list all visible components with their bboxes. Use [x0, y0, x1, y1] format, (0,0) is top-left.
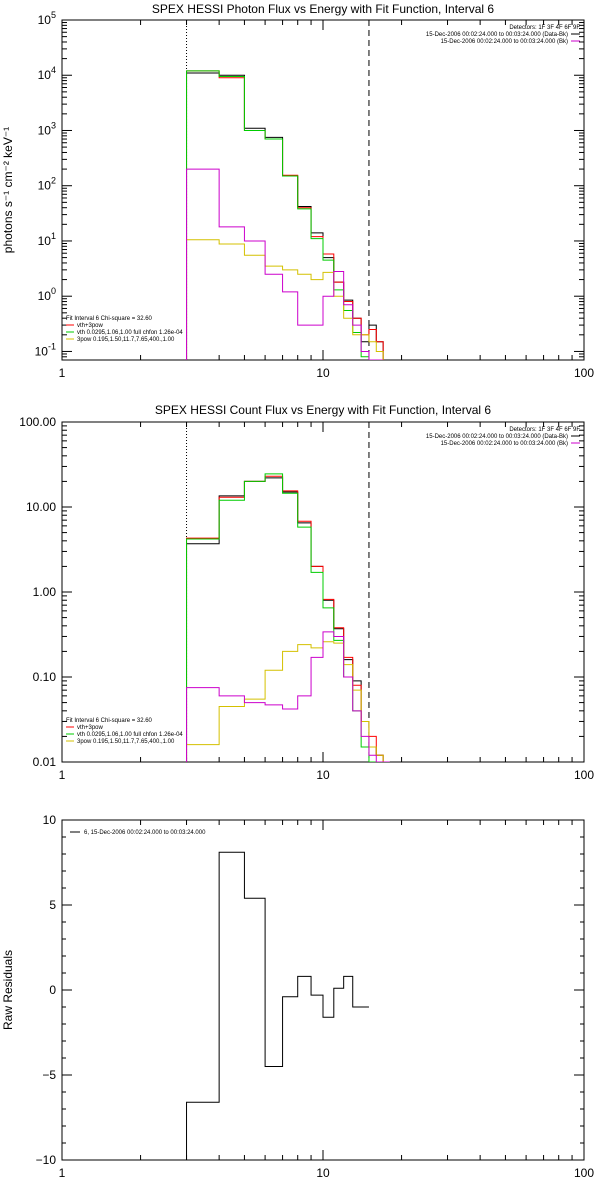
series-5-histogram	[186, 631, 390, 762]
y-tick-exponent: -1	[48, 341, 56, 351]
series-1-histogram	[186, 72, 384, 360]
y-axis-label: photons s⁻¹ cm⁻² keV⁻¹	[1, 127, 15, 253]
fit-legend-entry-2: vth 0.0295,1.06,1.00 full chfon 1.26e-04	[77, 330, 183, 336]
y-tick-label: 103	[38, 120, 56, 137]
y-tick-label: 10-1	[35, 341, 56, 358]
series-2-histogram	[186, 475, 390, 762]
fit-legend-entry-2: vth 0.0295,1.06,1.00 full chfon 1.26e-04	[77, 732, 183, 738]
x-tick-label: 100	[574, 1166, 594, 1180]
chart-title: SPEX HESSI Count Flux vs Energy with Fit…	[155, 403, 491, 417]
series-4-histogram	[186, 239, 384, 360]
x-tick-label: 1	[59, 768, 66, 782]
y-tick-label: 105	[38, 10, 56, 27]
y-tick-label: −10	[36, 1153, 57, 1167]
legend-entry-2: 15-Dec-2006 00:02:24.000 to 00:03:24.000…	[426, 434, 568, 440]
fit-legend-header: Fit Interval 6 Chi-square = 32.60	[66, 316, 153, 322]
legend-entry-1: Detectors: 1F 3F 4F 6F 9F	[509, 25, 580, 31]
y-tick-label: 10.00	[26, 500, 56, 514]
y-tick-label: 0.01	[33, 755, 57, 769]
y-tick-label: 0.10	[33, 670, 57, 684]
fit-legend-header: Fit Interval 6 Chi-square = 32.60	[66, 718, 153, 724]
y-tick-exponent: 1	[51, 231, 56, 241]
fit-legend-entry-3: 3pow 0.195,1.50,11.7,7.65,400.,1.00	[77, 739, 175, 745]
x-tick-label: 10	[316, 366, 330, 380]
y-axis-label: Raw Residuals	[1, 950, 15, 1030]
x-tick-label: 100	[574, 768, 594, 782]
y-tick-exponent: 2	[51, 176, 56, 186]
y-tick-label: 10	[43, 813, 57, 827]
y-tick-label: 101	[38, 231, 56, 248]
series-3-histogram	[186, 70, 384, 360]
legend-entry-residual: 6, 15-Dec-2006 00:02:24.000 to 00:03:24.…	[84, 830, 206, 836]
y-tick-label: −5	[42, 1068, 56, 1082]
y-tick-exponent: 5	[51, 10, 56, 20]
y-tick-exponent: 3	[51, 120, 56, 130]
legend-entry-2: 15-Dec-2006 00:02:24.000 to 00:03:24.000…	[426, 32, 568, 38]
y-tick-label: 5	[49, 898, 56, 912]
legend-entry-3: 15-Dec-2006 00:02:24.000 to 00:03:24.000…	[441, 441, 568, 447]
series-2-histogram	[186, 70, 384, 360]
series-3-histogram	[186, 473, 390, 762]
x-tick-label: 1	[59, 366, 66, 380]
panel-1: SPEX HESSI Photon Flux vs Energy with Fi…	[1, 2, 594, 380]
x-tick-label: 10	[316, 1166, 330, 1180]
series-5-histogram	[186, 168, 384, 360]
panel-3: Raw Residuals 1 10 100 10 5 0 −5 −10 6, 15-Dec-20…	[1, 813, 594, 1180]
legend-entry-3: 15-Dec-2006 00:02:24.000 to 00:03:24.000…	[441, 39, 568, 45]
y-tick-label: 1.00	[33, 585, 57, 599]
fit-legend-entry-1: vth+3pow	[77, 725, 104, 731]
legend-entry-1: Detectors: 1F 3F 4F 6F 9F	[509, 427, 580, 433]
fit-legend-entry-3: 3pow 0.195,1.50,11.7,7.65,400.,1.00	[77, 337, 175, 343]
y-tick-label: 100	[38, 286, 56, 303]
fit-legend-entry-1: vth+3pow	[77, 323, 104, 329]
y-tick-label: 104	[38, 65, 56, 82]
y-tick-label: 100.00	[19, 415, 56, 429]
y-tick-exponent: 0	[51, 286, 56, 296]
series-1-histogram	[186, 851, 369, 1160]
series-1-histogram	[186, 477, 390, 762]
x-tick-label: 1	[59, 1166, 66, 1180]
y-tick-label: 102	[38, 176, 56, 193]
x-tick-label: 100	[574, 366, 594, 380]
plot-frame	[61, 819, 585, 1161]
chart-title: SPEX HESSI Photon Flux vs Energy with Fi…	[152, 2, 494, 16]
y-tick-exponent: 4	[51, 65, 56, 75]
y-tick-label: 0	[49, 983, 56, 997]
x-tick-label: 10	[316, 768, 330, 782]
panel-2: SPEX HESSI Count Flux vs Energy with Fit…	[19, 403, 594, 782]
series-4-histogram	[186, 641, 390, 762]
